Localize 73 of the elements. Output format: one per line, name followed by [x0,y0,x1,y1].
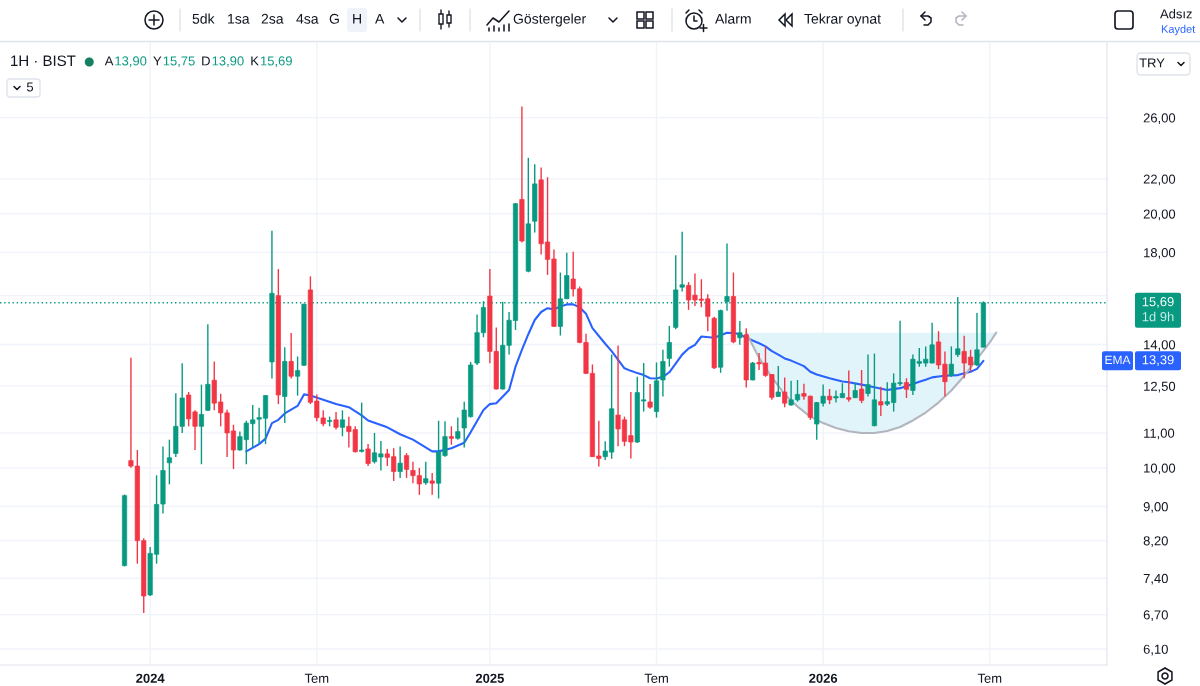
y-tick-label: 6,70 [1143,610,1168,622]
candlestick [775,365,781,398]
text: 5dk [192,13,215,24]
candlestick [974,312,980,367]
legend-label: EMA [1105,355,1131,364]
text: Tekrar oynat [804,13,881,27]
candlestick [429,472,435,496]
text: 4sa [296,13,319,24]
y-tick-label: 6,10 [1143,644,1168,656]
candlestick [903,377,910,399]
text: 13,39 [1142,355,1174,366]
annotation: 15,69 [260,56,292,68]
x-tick-label: 2026 [809,673,838,683]
text: Alarm [715,13,751,24]
text: A [375,13,385,24]
annotation: 15,75 [163,56,195,68]
candlestick [448,425,454,446]
text: Adsız [1160,8,1192,19]
candlestick [455,416,461,441]
x-tick-label: 2025 [475,673,504,683]
y-tick-label: 18,00 [1144,248,1176,259]
x-tick-label: Tem [977,673,1002,683]
candlestick [865,353,871,398]
annotation: Y [153,56,162,66]
ref-line-label: 15,69 [1142,297,1174,308]
x-tick-label: Tem [644,673,668,683]
y-tick-label: 9,00 [1143,502,1168,513]
candlestick [878,385,884,417]
y-tick-label: 11,00 [1144,428,1175,440]
candlestick [737,320,743,346]
y-tick-label: 26,00 [1143,113,1176,125]
y-tick-label: 22,00 [1143,174,1176,186]
candlestick [679,230,685,293]
text: 2sa [261,13,284,24]
annotation: 5 [26,82,34,92]
y-tick-label: 7,40 [1143,573,1168,585]
candlestick [365,443,371,467]
annotation: K [251,56,259,66]
x-tick-label: Tem [304,673,329,683]
annotation: D [202,56,210,66]
candlestick [166,438,172,486]
candlestick [295,355,301,397]
line-series [245,303,985,453]
y-tick-label: 12,50 [1144,381,1176,393]
candlestick [782,376,788,408]
text: TRY [1139,58,1165,68]
candlestick [647,383,653,410]
candlestick [288,332,294,380]
text: Göstergeler [513,13,586,27]
candlestick [859,369,865,404]
candlestick [423,460,429,486]
text: Kaydet [1161,24,1196,36]
text: 1H · BIST [11,55,76,67]
candlestick [948,345,954,378]
y-tick-label: 14,00 [1144,340,1176,351]
text: H [353,13,361,24]
annotation: 13,90 [115,56,147,68]
x-tick-label: 2024 [136,673,165,683]
y-tick-label: 8,20 [1143,536,1168,547]
text: G [329,13,339,24]
candlestick [397,445,403,479]
candlestick [846,369,852,403]
text: 1sa [228,13,250,24]
candlestick [666,325,672,368]
y-tick-label: 10,00 [1144,463,1176,475]
y-tick-label: 20,00 [1143,209,1176,221]
candlestick [403,452,410,479]
annotation: 13,90 [212,56,244,68]
candlestick [339,409,345,437]
candlestick [198,383,204,465]
text: 1d 9h [1142,311,1174,322]
candlestick [359,401,365,454]
annotation: A [104,56,114,66]
